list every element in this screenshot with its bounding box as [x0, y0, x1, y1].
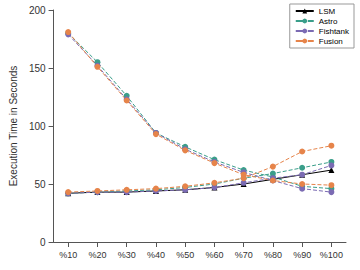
- svg-text:%60: %60: [205, 250, 223, 260]
- svg-text:%100: %100: [320, 250, 343, 260]
- svg-text:50: 50: [34, 179, 46, 190]
- svg-text:%90: %90: [293, 250, 311, 260]
- svg-text:Fusion: Fusion: [319, 37, 343, 46]
- svg-text:%40: %40: [147, 250, 165, 260]
- svg-text:%80: %80: [264, 250, 282, 260]
- svg-text:%30: %30: [118, 250, 136, 260]
- svg-text:LSM: LSM: [319, 7, 336, 16]
- svg-text:Astro: Astro: [319, 17, 338, 26]
- svg-text:Fishtank: Fishtank: [319, 27, 350, 36]
- svg-text:150: 150: [29, 63, 46, 74]
- svg-text:%50: %50: [176, 250, 194, 260]
- svg-text:200: 200: [29, 5, 46, 16]
- svg-text:%10: %10: [59, 250, 77, 260]
- svg-text:%70: %70: [235, 250, 253, 260]
- svg-text:100: 100: [29, 121, 46, 132]
- svg-text:%20: %20: [88, 250, 106, 260]
- svg-text:Execution Time in Seconds: Execution Time in Seconds: [8, 66, 19, 187]
- svg-text:0: 0: [40, 237, 46, 248]
